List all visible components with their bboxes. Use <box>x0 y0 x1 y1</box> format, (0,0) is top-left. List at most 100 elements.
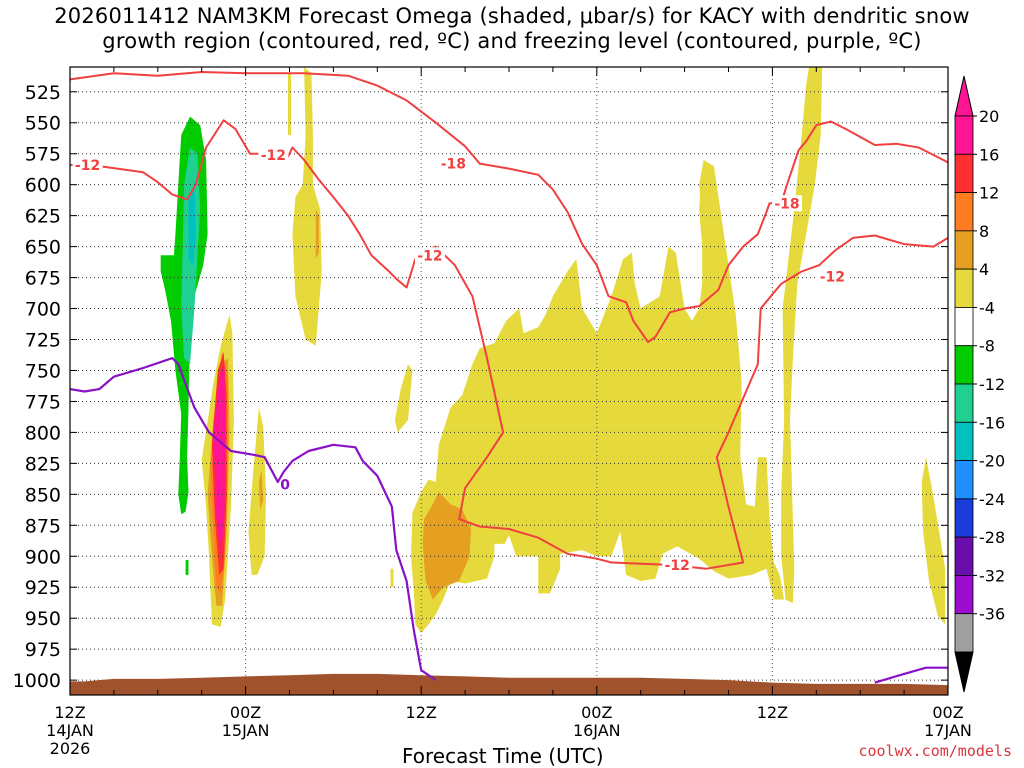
dgz-contour-0 <box>69 119 949 570</box>
dgz-label-f: -18 <box>441 157 466 173</box>
y-tick-label-600: 600 <box>25 175 61 197</box>
colorbar-label-1: 16 <box>979 145 999 164</box>
colorbar-box-1 <box>954 153 974 193</box>
colorbar-top-arrow <box>954 75 974 117</box>
colorbar-box-2 <box>954 192 974 232</box>
y-tick-label-900: 900 <box>25 546 61 568</box>
x-tick-label-48-0: 12Z <box>757 703 788 722</box>
dgz-label-c: -12 <box>417 248 442 264</box>
x-tick-label-36-1: 16JAN <box>573 721 621 740</box>
omega-cyan-core <box>188 184 196 266</box>
colorbar-label-6: -8 <box>979 337 995 356</box>
terrain-fill <box>70 673 948 695</box>
colorbar-label-9: -20 <box>979 452 1005 471</box>
dgz-label-f-bg <box>438 155 469 172</box>
colorbar-box-13 <box>954 613 974 653</box>
freezing-level-0 <box>69 357 437 682</box>
colorbar-label-5: -4 <box>979 298 995 317</box>
omega-gold-col2 <box>258 469 264 510</box>
colorbar-label-2: 12 <box>979 184 999 203</box>
contour-lines: -12 -12 -12 -12 -12 -18 -18 0 <box>69 71 949 684</box>
omega-yellow-blob <box>394 364 413 433</box>
y-tick-label-925: 925 <box>25 577 61 599</box>
title-line-2: growth region (contoured, red, ºC) and f… <box>102 29 922 53</box>
terrain-layer <box>70 673 948 695</box>
omega-gold-col3 <box>315 209 319 259</box>
omega-yellow-col2 <box>248 407 267 575</box>
x-tick-label-36-0: 00Z <box>581 703 612 722</box>
y-tick-label-575: 575 <box>25 144 61 166</box>
x-tick-label-12-0: 00Z <box>230 703 261 722</box>
colorbar-box-7 <box>954 383 974 423</box>
colorbar-box-0 <box>954 115 974 155</box>
dgz-label-e-bg <box>817 268 848 285</box>
x-tick-label-60-1: 17JAN <box>924 721 972 740</box>
title-line-1: 2026011412 NAM3KM Forecast Omega (shaded… <box>54 4 970 28</box>
omega-yellow-dot <box>390 568 394 588</box>
y-tick-label-825: 825 <box>25 453 61 475</box>
colorbar-box-9 <box>954 460 974 500</box>
dgz-contour-1 <box>69 71 949 343</box>
y-tick-label-625: 625 <box>25 206 61 228</box>
x-tick-label-0-0: 12Z <box>54 703 85 722</box>
colorbar-box-8 <box>954 421 974 461</box>
omega-yellow-edge <box>921 457 946 625</box>
dgz-label-g-bg <box>772 195 803 212</box>
dgz-label-d-bg <box>662 556 693 573</box>
colorbar-label-10: -24 <box>979 490 1005 509</box>
colorbar-box-5 <box>954 307 974 347</box>
colorbar-bottom-arrow <box>954 651 974 693</box>
dgz-label-d: -12 <box>665 558 690 574</box>
y-tick-label-775: 775 <box>25 391 61 413</box>
y-tick-label-850: 850 <box>25 484 61 506</box>
colorbar-label-8: -16 <box>979 413 1005 432</box>
omega-magenta-core <box>213 364 226 557</box>
y-tick-label-800: 800 <box>25 422 61 444</box>
y-tick-label-675: 675 <box>25 268 61 290</box>
colorbar-label-4: 4 <box>979 260 989 279</box>
y-tick-label-875: 875 <box>25 515 61 537</box>
omega-yellow-broad <box>411 159 785 634</box>
y-tick-label-550: 550 <box>25 113 61 135</box>
chart-title: 2026011412 NAM3KM Forecast Omega (shaded… <box>0 4 1024 54</box>
omega-yellow-col3 <box>292 67 322 346</box>
omega-green-dot <box>185 560 189 575</box>
colorbar-box-3 <box>954 230 974 270</box>
omega-shading <box>160 67 946 634</box>
y-tick-label-750: 750 <box>25 360 61 382</box>
colorbar-box-6 <box>954 345 974 385</box>
y-tick-label-950: 950 <box>25 608 61 630</box>
colorbar-box-12 <box>954 575 974 615</box>
x-tick-label-0-2: 2026 <box>50 739 91 758</box>
site-credit: coolwx.com/models <box>858 742 1012 760</box>
colorbar-label-12: -32 <box>979 566 1005 585</box>
colorbar-box-11 <box>954 536 974 576</box>
y-tick-label-650: 650 <box>25 237 61 259</box>
colorbar-label-11: -28 <box>979 528 1005 547</box>
grid-lines <box>70 67 948 695</box>
y-tick-label-525: 525 <box>25 82 61 104</box>
x-tick-label-24-0: 12Z <box>406 703 437 722</box>
colorbar-label-13: -36 <box>979 605 1005 624</box>
dgz-label-a-bg <box>72 156 103 173</box>
colorbar-label-7: -12 <box>979 375 1005 394</box>
x-tick-label-0-1: 14JAN <box>46 721 94 740</box>
colorbar-label-3: 8 <box>979 222 989 241</box>
y-tick-label-975: 975 <box>25 639 61 661</box>
dgz-label-e: -12 <box>820 269 845 285</box>
x-tick-label-12-1: 15JAN <box>222 721 270 740</box>
omega-yellow-thin <box>288 73 291 136</box>
dgz-label-b-bg <box>258 146 289 163</box>
y-tick-label-1000: 1000 <box>13 670 61 692</box>
colorbar: 20 16 12 8 4 -4 -8 -12 -16 -20 -24 -28 -32 -36 <box>954 75 1005 693</box>
y-tick-label-700: 700 <box>25 299 61 321</box>
colorbar-box-10 <box>954 498 974 538</box>
axes: 525 550 575 600 625 650 675 700 725 750 775 800 825 8… <box>13 66 972 758</box>
freezing-level-1 <box>874 666 948 684</box>
y-tick-label-725: 725 <box>25 330 61 352</box>
dgz-label-a: -12 <box>75 158 100 174</box>
omega-yellow-finger <box>699 166 707 247</box>
x-tick-label-60-0: 00Z <box>932 703 963 722</box>
colorbar-label-0: 20 <box>979 107 999 126</box>
